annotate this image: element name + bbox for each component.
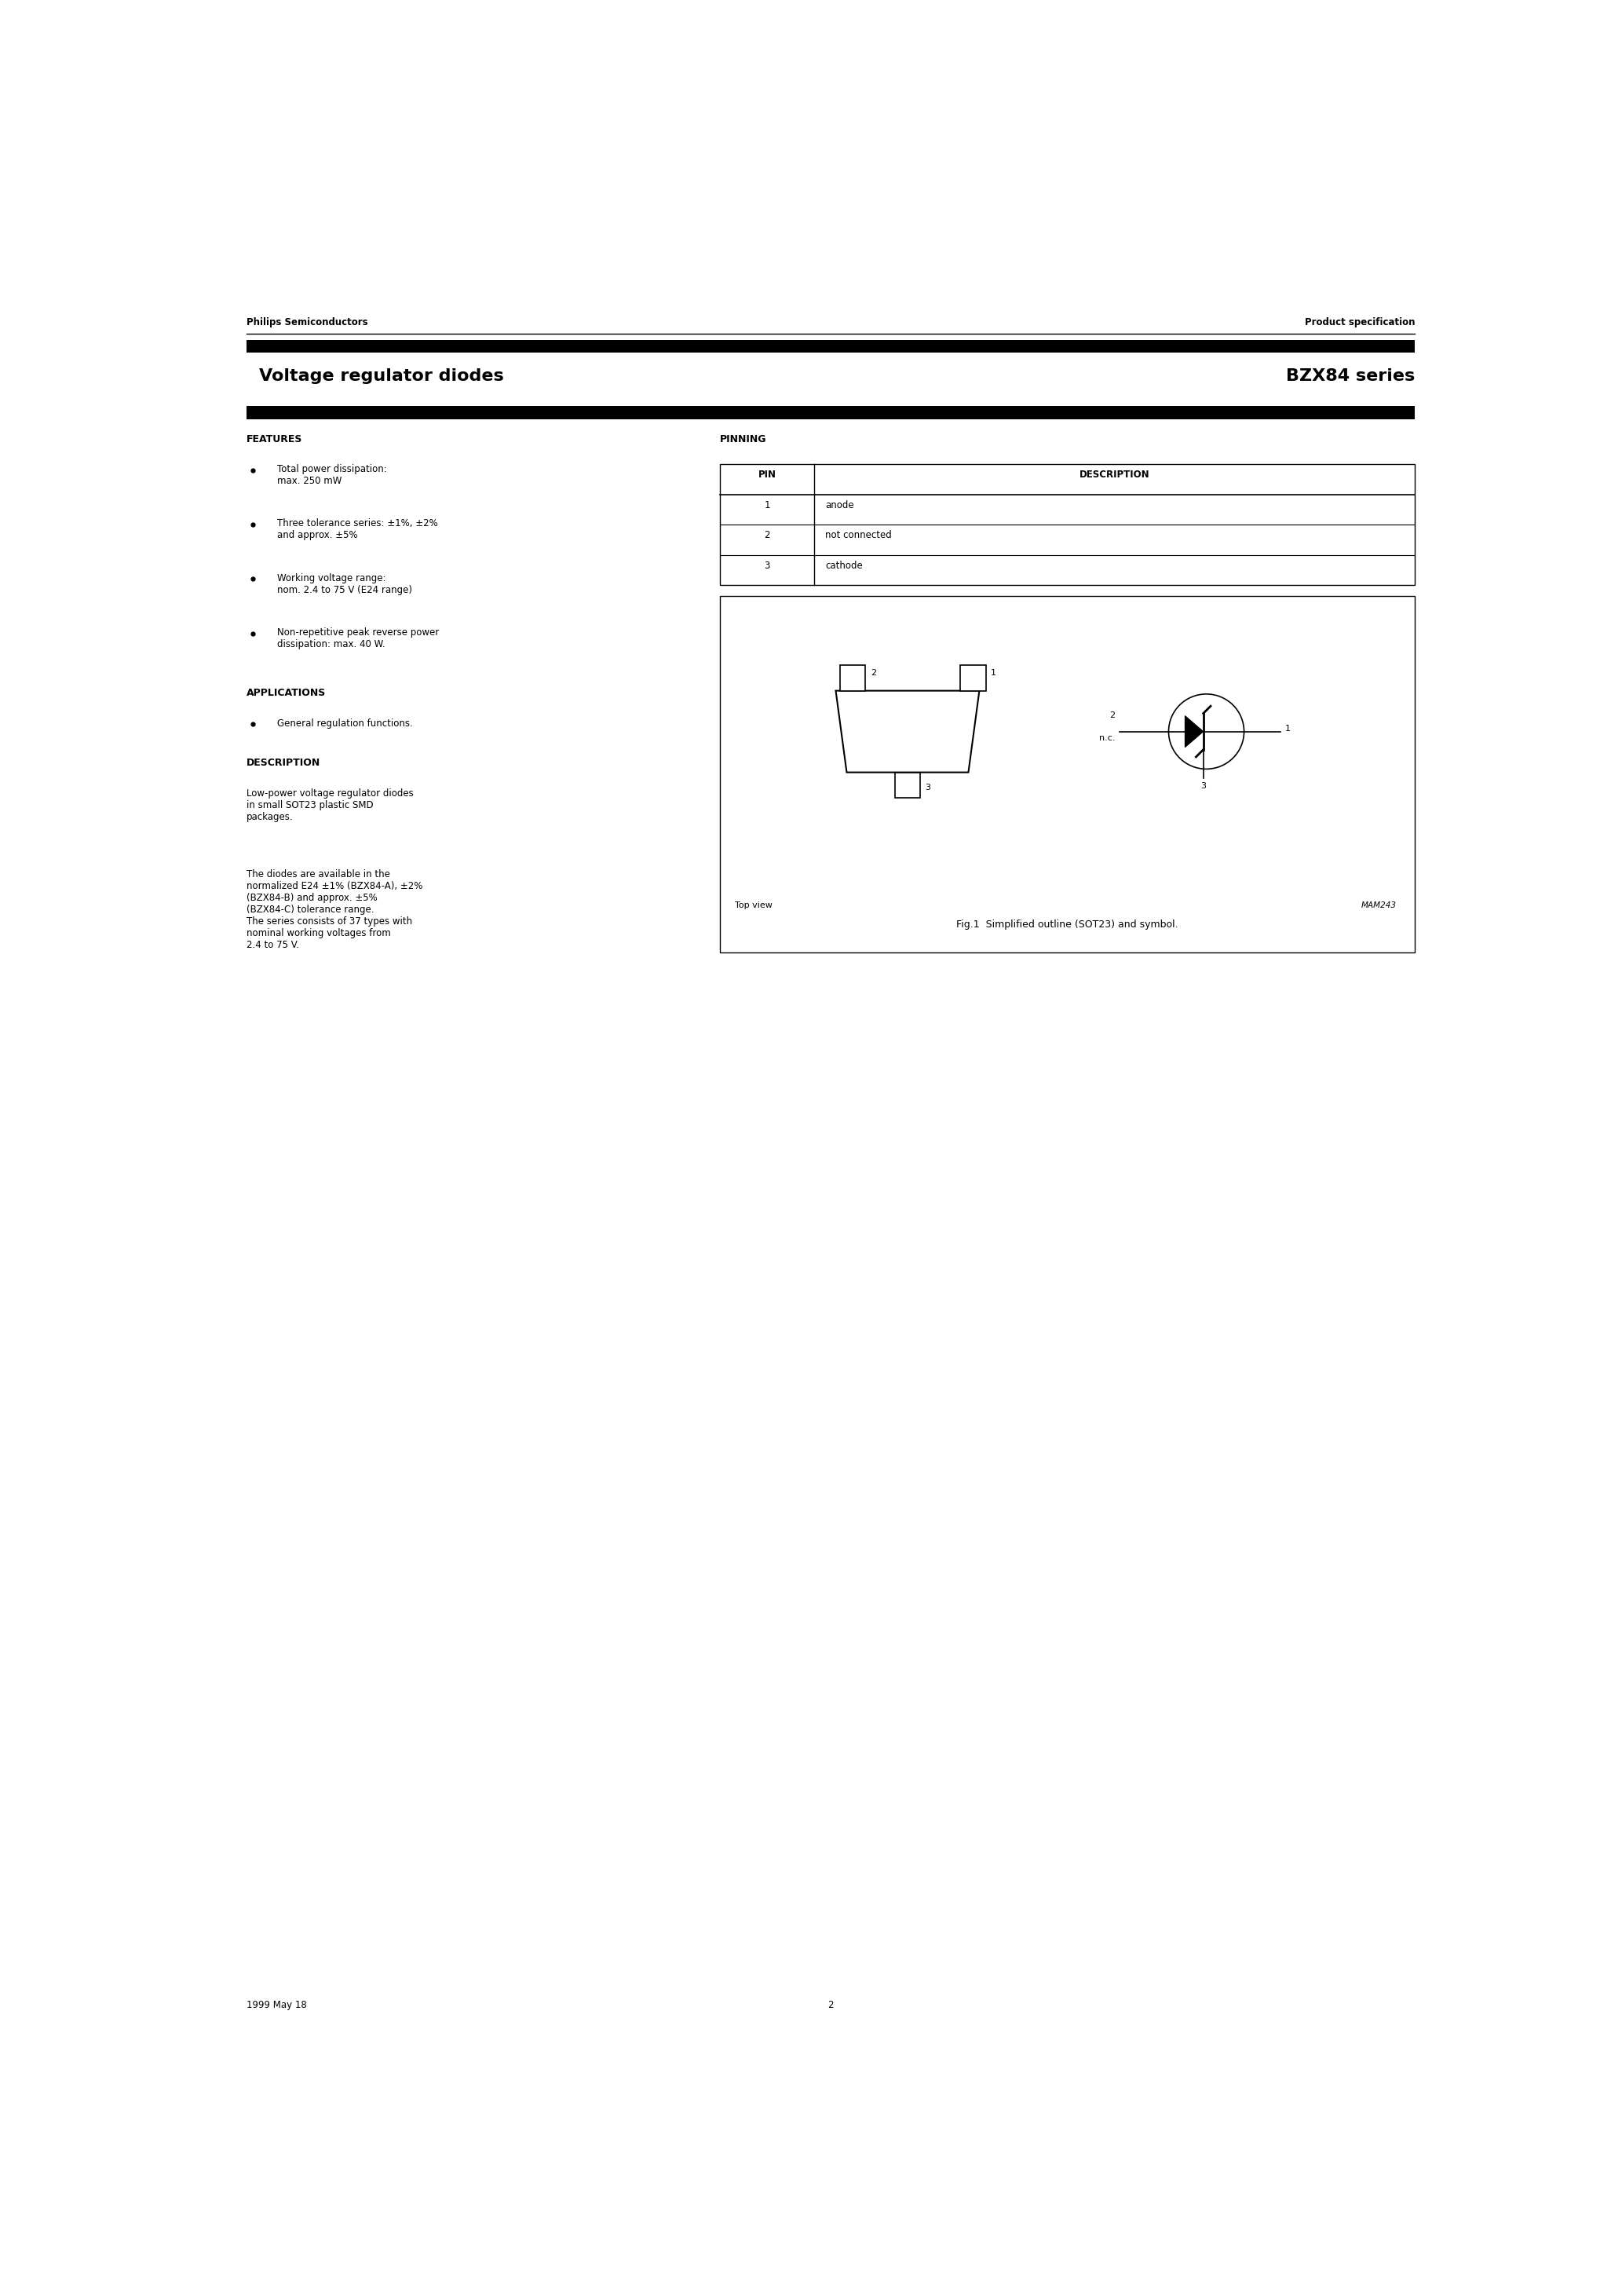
Text: 1: 1 xyxy=(1285,726,1291,732)
Text: PIN: PIN xyxy=(757,471,775,480)
Text: General regulation functions.: General regulation functions. xyxy=(277,719,412,728)
Polygon shape xyxy=(835,691,980,771)
Text: 2: 2 xyxy=(1109,712,1114,719)
Bar xyxy=(720,464,1414,585)
Text: Total power dissipation:
max. 250 mW: Total power dissipation: max. 250 mW xyxy=(277,464,386,487)
Text: 1: 1 xyxy=(991,668,996,677)
Text: Product specification: Product specification xyxy=(1304,317,1414,328)
Text: 3: 3 xyxy=(925,783,931,792)
Text: not connected: not connected xyxy=(826,530,892,540)
Text: Non-repetitive peak reverse power
dissipation: max. 40 W.: Non-repetitive peak reverse power dissip… xyxy=(277,627,440,650)
Text: 2: 2 xyxy=(764,530,770,540)
Text: anode: anode xyxy=(826,501,853,510)
Text: 2: 2 xyxy=(871,668,876,677)
Text: cathode: cathode xyxy=(826,560,863,572)
Bar xyxy=(247,340,1414,354)
Bar xyxy=(960,666,986,691)
Text: APPLICATIONS: APPLICATIONS xyxy=(247,689,326,698)
Text: 1999 May 18: 1999 May 18 xyxy=(247,2000,307,2011)
Bar xyxy=(840,666,866,691)
Text: Three tolerance series: ±1%, ±2%
and approx. ±5%: Three tolerance series: ±1%, ±2% and app… xyxy=(277,519,438,540)
Text: 1: 1 xyxy=(764,501,770,510)
Bar xyxy=(247,406,1414,420)
Text: The diodes are available in the
normalized E24 ±1% (BZX84-A), ±2%
(BZX84-B) and : The diodes are available in the normaliz… xyxy=(247,870,423,951)
Circle shape xyxy=(1168,693,1244,769)
Text: DESCRIPTION: DESCRIPTION xyxy=(1079,471,1150,480)
Text: DESCRIPTION: DESCRIPTION xyxy=(247,758,321,769)
Text: 3: 3 xyxy=(764,560,770,572)
Text: Voltage regulator diodes: Voltage regulator diodes xyxy=(260,370,503,383)
Text: 3: 3 xyxy=(1200,783,1207,790)
Polygon shape xyxy=(1186,716,1204,746)
Text: Working voltage range:
nom. 2.4 to 75 V (E24 range): Working voltage range: nom. 2.4 to 75 V … xyxy=(277,574,412,595)
Text: Top view: Top view xyxy=(735,902,772,909)
Text: PINNING: PINNING xyxy=(720,434,767,443)
Text: FEATURES: FEATURES xyxy=(247,434,303,443)
Text: n.c.: n.c. xyxy=(1100,735,1114,742)
Text: Fig.1  Simplified outline (SOT23) and symbol.: Fig.1 Simplified outline (SOT23) and sym… xyxy=(957,918,1178,930)
Text: MAM243: MAM243 xyxy=(1361,902,1397,909)
Text: Philips Semiconductors: Philips Semiconductors xyxy=(247,317,368,328)
Bar xyxy=(895,771,920,797)
Text: 2: 2 xyxy=(827,2000,834,2011)
Text: Low-power voltage regulator diodes
in small SOT23 plastic SMD
packages.: Low-power voltage regulator diodes in sm… xyxy=(247,788,414,822)
Text: BZX84 series: BZX84 series xyxy=(1286,370,1414,383)
Bar xyxy=(720,597,1414,953)
